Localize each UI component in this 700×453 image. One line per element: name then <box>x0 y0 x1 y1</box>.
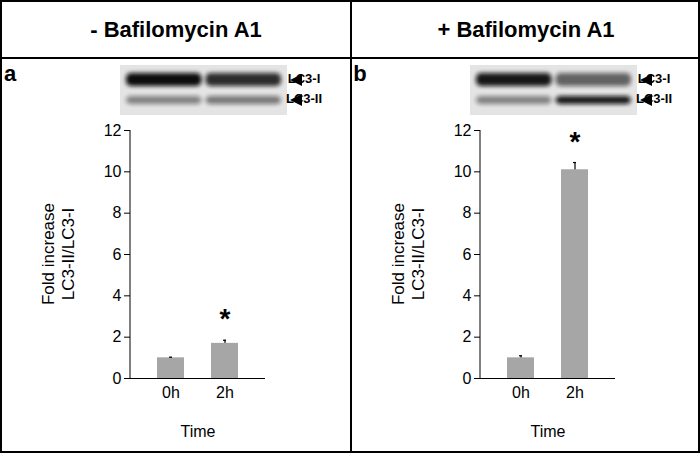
svg-text:0h: 0h <box>162 384 180 401</box>
svg-text:LC3-I: LC3-I <box>288 71 321 86</box>
svg-text:2: 2 <box>463 328 472 345</box>
svg-text:4: 4 <box>113 287 122 304</box>
html-text:+ Bafilomycin A1: + Bafilomycin A1 <box>437 17 615 42</box>
svg-text:0h: 0h <box>512 384 530 401</box>
svg-text:*: * <box>570 126 581 157</box>
svg-text:Time: Time <box>531 423 566 440</box>
svg-text:12: 12 <box>104 122 122 139</box>
svg-text:8: 8 <box>463 204 472 221</box>
svg-text:10: 10 <box>454 163 472 180</box>
svg-text:b: b <box>353 61 366 86</box>
svg-text:LC3-I: LC3-I <box>638 71 671 86</box>
svg-text:2: 2 <box>113 328 122 345</box>
svg-text:Fold increaseLC3-II/LC3-I: Fold increaseLC3-II/LC3-I <box>389 203 428 305</box>
html-text:- Bafilomycin A1: - Bafilomycin A1 <box>90 17 262 42</box>
svg-text:0: 0 <box>113 370 122 387</box>
svg-text:8: 8 <box>113 204 122 221</box>
svg-text:2h: 2h <box>566 384 584 401</box>
svg-text:4: 4 <box>463 287 472 304</box>
svg-text:a: a <box>4 61 17 86</box>
svg-text:Fold increaseLC3-II/LC3-I: Fold increaseLC3-II/LC3-I <box>39 203 78 305</box>
svg-text:6: 6 <box>463 246 472 263</box>
svg-text:0: 0 <box>463 370 472 387</box>
svg-text:LC3-II: LC3-II <box>286 91 322 106</box>
svg-text:LC3-II: LC3-II <box>636 91 672 106</box>
svg-text:6: 6 <box>113 246 122 263</box>
svg-text:Time: Time <box>181 423 216 440</box>
svg-text:*: * <box>220 303 231 334</box>
svg-text:2h: 2h <box>216 384 234 401</box>
svg-text:12: 12 <box>454 122 472 139</box>
svg-text:10: 10 <box>104 163 122 180</box>
